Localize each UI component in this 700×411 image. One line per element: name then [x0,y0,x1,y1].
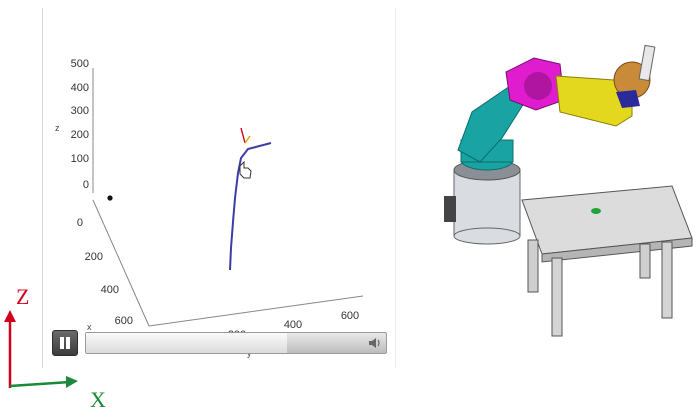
volume-icon[interactable] [367,335,383,351]
y-tick-label: 600 [341,310,359,322]
z-tick-label: 0 [83,179,89,191]
robot-gripper [613,44,656,108]
x-tick-label: 600 [115,315,133,327]
z-tick-label: 200 [71,129,89,141]
z-tick-labels: 500 400 300 200 100 0 [71,58,89,191]
z-axis-legend-label: Z [16,284,29,309]
x-tick-label: 0 [77,217,83,229]
x-axis [92,199,150,327]
z-tick-label: 300 [71,105,89,117]
z-tick-label: 500 [71,58,89,70]
robot-shoulder [457,85,527,171]
pause-icon [66,337,70,349]
z-tick-label: 400 [71,82,89,94]
axes-legend: Z X [4,284,106,411]
y-axis [148,295,364,327]
data-point [107,195,113,201]
x-axis-label: x [87,322,92,332]
hand-cursor-icon [239,160,252,179]
y-tick-label: 400 [284,319,302,331]
target-marker [591,208,601,214]
pause-button[interactable] [52,330,78,356]
x-axis-legend-label: X [90,387,106,411]
x-arrow [9,380,71,388]
z-tick-label: 100 [71,153,89,165]
x-tick-label: 400 [101,284,119,296]
z-axis-label: z [55,123,60,133]
player-controls [52,330,387,356]
robot-base [444,159,521,245]
x-arrow-head [66,376,78,388]
trajectory-line [229,142,272,271]
seek-progress [86,333,287,353]
z-arrow-head [4,310,16,322]
x-tick-label: 200 [85,251,103,263]
pause-icon [60,337,64,349]
x-tick-labels: 0 200 400 600 [77,217,133,327]
robot-elbow [505,57,565,111]
seek-bar[interactable] [85,332,387,354]
table [521,185,693,337]
robot-scene [444,44,693,337]
end-effector-frame [240,127,251,144]
